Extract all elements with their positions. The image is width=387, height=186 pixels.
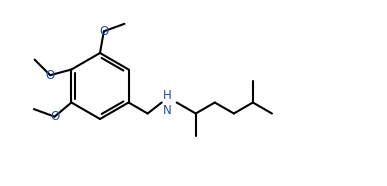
Text: H: H bbox=[163, 89, 172, 102]
Text: N: N bbox=[163, 103, 172, 116]
Text: O: O bbox=[46, 69, 55, 82]
Text: O: O bbox=[99, 25, 108, 38]
Text: O: O bbox=[50, 110, 59, 123]
